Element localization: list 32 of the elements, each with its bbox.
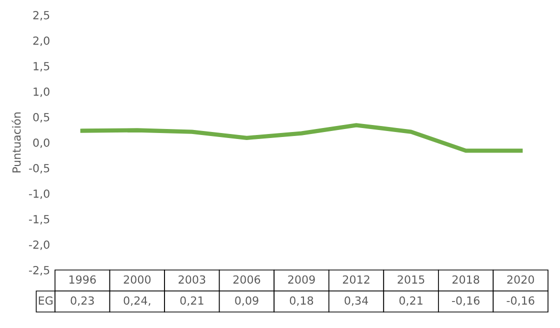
data-label: 0,18 — [290, 296, 314, 306]
y-tick-label: 1,5 — [34, 62, 50, 72]
x-tick-label: 2009 — [288, 275, 315, 284]
y-tick-label: 1,0 — [34, 87, 50, 98]
x-tick-label: 2018 — [452, 275, 480, 284]
y-tick-label: -1,0 — [29, 189, 50, 200]
y-tick-label: -2,0 — [29, 240, 50, 250]
y-tick-label: -0,5 — [29, 164, 50, 174]
y-tick-label: 0,0 — [33, 138, 50, 148]
y-tick-label: 2,0 — [33, 36, 50, 46]
data-label: -0,16 — [506, 296, 534, 306]
x-tick-label: 2012 — [342, 275, 370, 284]
data-label: 0,24, — [124, 296, 150, 306]
x-tick-label: 1996 — [69, 275, 96, 284]
line-series — [80, 123, 523, 153]
y-tick-label: -1,5 — [29, 215, 50, 225]
data-label: -0,16 — [452, 296, 480, 306]
y-tick-label: -2,5 — [29, 266, 50, 276]
x-tick-label: 2015 — [398, 275, 424, 284]
data-label: 0,23 — [70, 296, 94, 306]
x-tick-label: 2020 — [507, 275, 534, 284]
text: EG — [38, 296, 53, 305]
x-tick-label: 2006 — [233, 275, 260, 284]
y-tick-label: 0,5 — [33, 112, 50, 123]
data-label: 0,09 — [235, 296, 258, 306]
data-label: 0,21 — [399, 296, 422, 306]
y-tick-label: 2,5 — [33, 10, 50, 21]
x-tick-label: 2000 — [124, 275, 151, 284]
x-tick-label: 2003 — [178, 275, 206, 284]
y-axis-title: Puntuación — [12, 112, 21, 172]
data-label: 0,21 — [180, 296, 204, 306]
data-label: 0,34 — [344, 296, 368, 306]
